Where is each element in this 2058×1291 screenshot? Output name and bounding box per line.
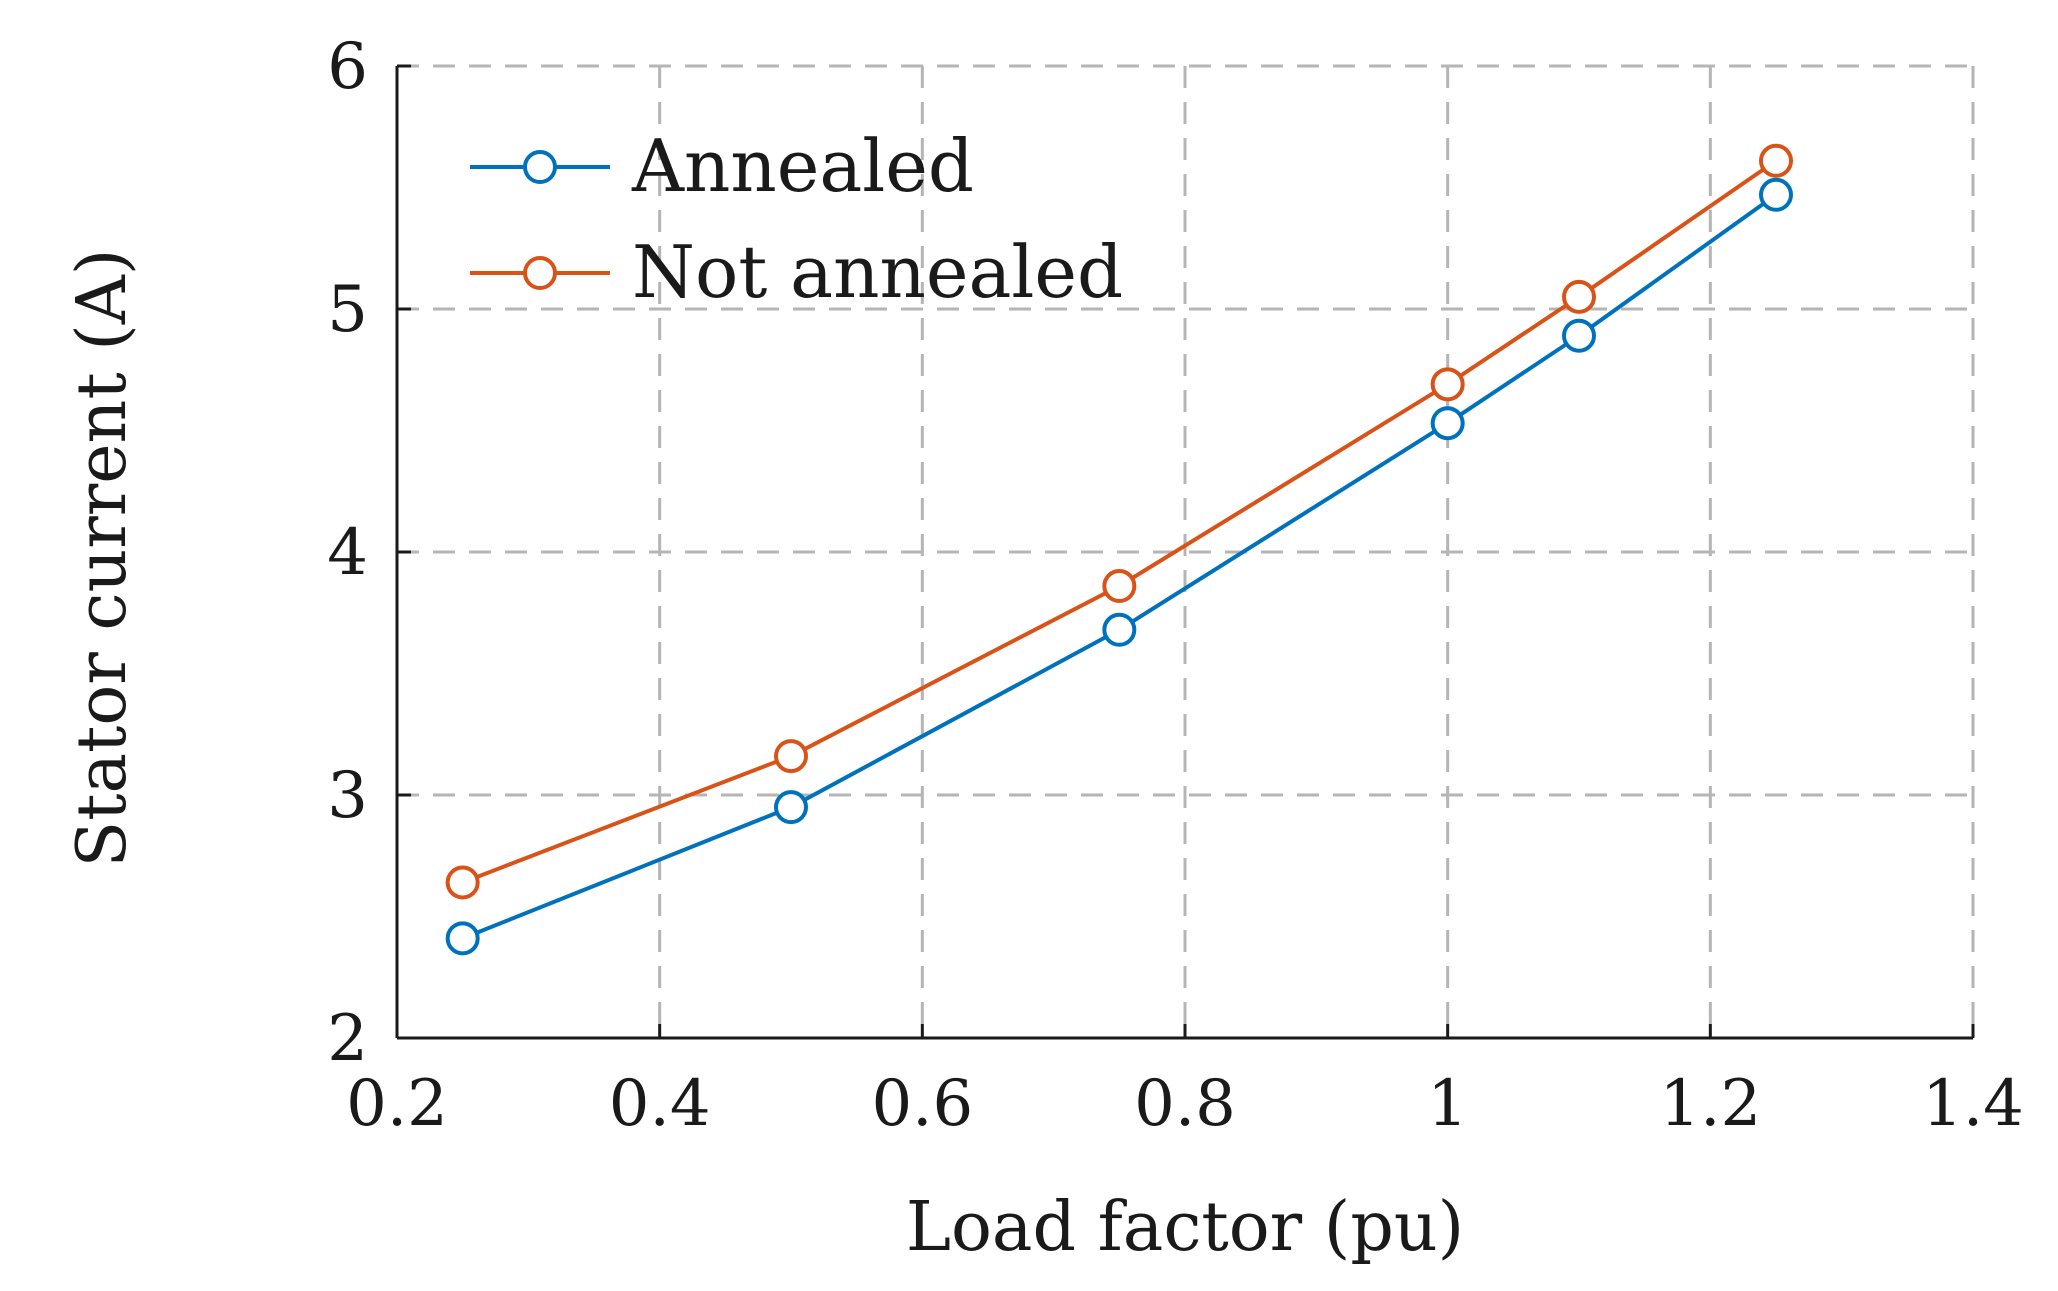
y-tick-label: 2: [327, 1002, 368, 1076]
x-tick-label: 1: [1427, 1067, 1468, 1141]
x-axis-label: Load factor (pu): [906, 1188, 1464, 1267]
data-point: [445, 921, 480, 956]
legend-label: Not annealed: [632, 230, 1123, 314]
y-axis-label: Stator current (A): [63, 249, 142, 868]
legend-marker-swatch: [523, 150, 557, 184]
data-point: [1759, 177, 1793, 212]
x-tick-label: 1.4: [1922, 1067, 2024, 1141]
grid: [397, 64, 1975, 1038]
series: [445, 143, 1793, 956]
x-tick-label: 0.6: [871, 1067, 973, 1141]
data-point: [1430, 406, 1465, 441]
series-not-annealed: [445, 143, 1793, 900]
x-tick-label: 1.2: [1659, 1067, 1761, 1141]
data-point: [774, 739, 808, 774]
data-point: [774, 790, 808, 825]
data-point: [1759, 143, 1793, 178]
legend-entry: Annealed: [470, 124, 974, 208]
series-line: [461, 159, 1778, 885]
legend-entry: Not annealed: [470, 230, 1123, 314]
tick-labels: 0.2 0.4 0.6 0.8 1 1.2 1.4 2 3 4 5 6: [327, 30, 2024, 1141]
x-tick-label: 0.2: [346, 1067, 448, 1141]
data-point: [445, 865, 480, 900]
legend-label: Annealed: [631, 124, 974, 208]
axes: [395, 64, 1975, 1040]
series-annealed: [445, 177, 1793, 956]
y-tick-label: 4: [327, 516, 368, 590]
y-tick-label: 5: [327, 273, 368, 347]
data-point: [1562, 318, 1596, 353]
data-point: [1102, 612, 1137, 647]
y-tick-label: 3: [327, 759, 368, 833]
series-line: [461, 193, 1778, 941]
data-point: [1562, 279, 1596, 314]
y-tick-label: 6: [327, 30, 368, 104]
x-tick-label: 0.8: [1134, 1067, 1236, 1141]
x-tick-label: 0.4: [609, 1067, 711, 1141]
legend: Annealed Not annealed: [470, 124, 1123, 314]
legend-marker-swatch: [523, 256, 557, 290]
data-point: [1430, 367, 1465, 402]
data-point: [1102, 569, 1137, 604]
